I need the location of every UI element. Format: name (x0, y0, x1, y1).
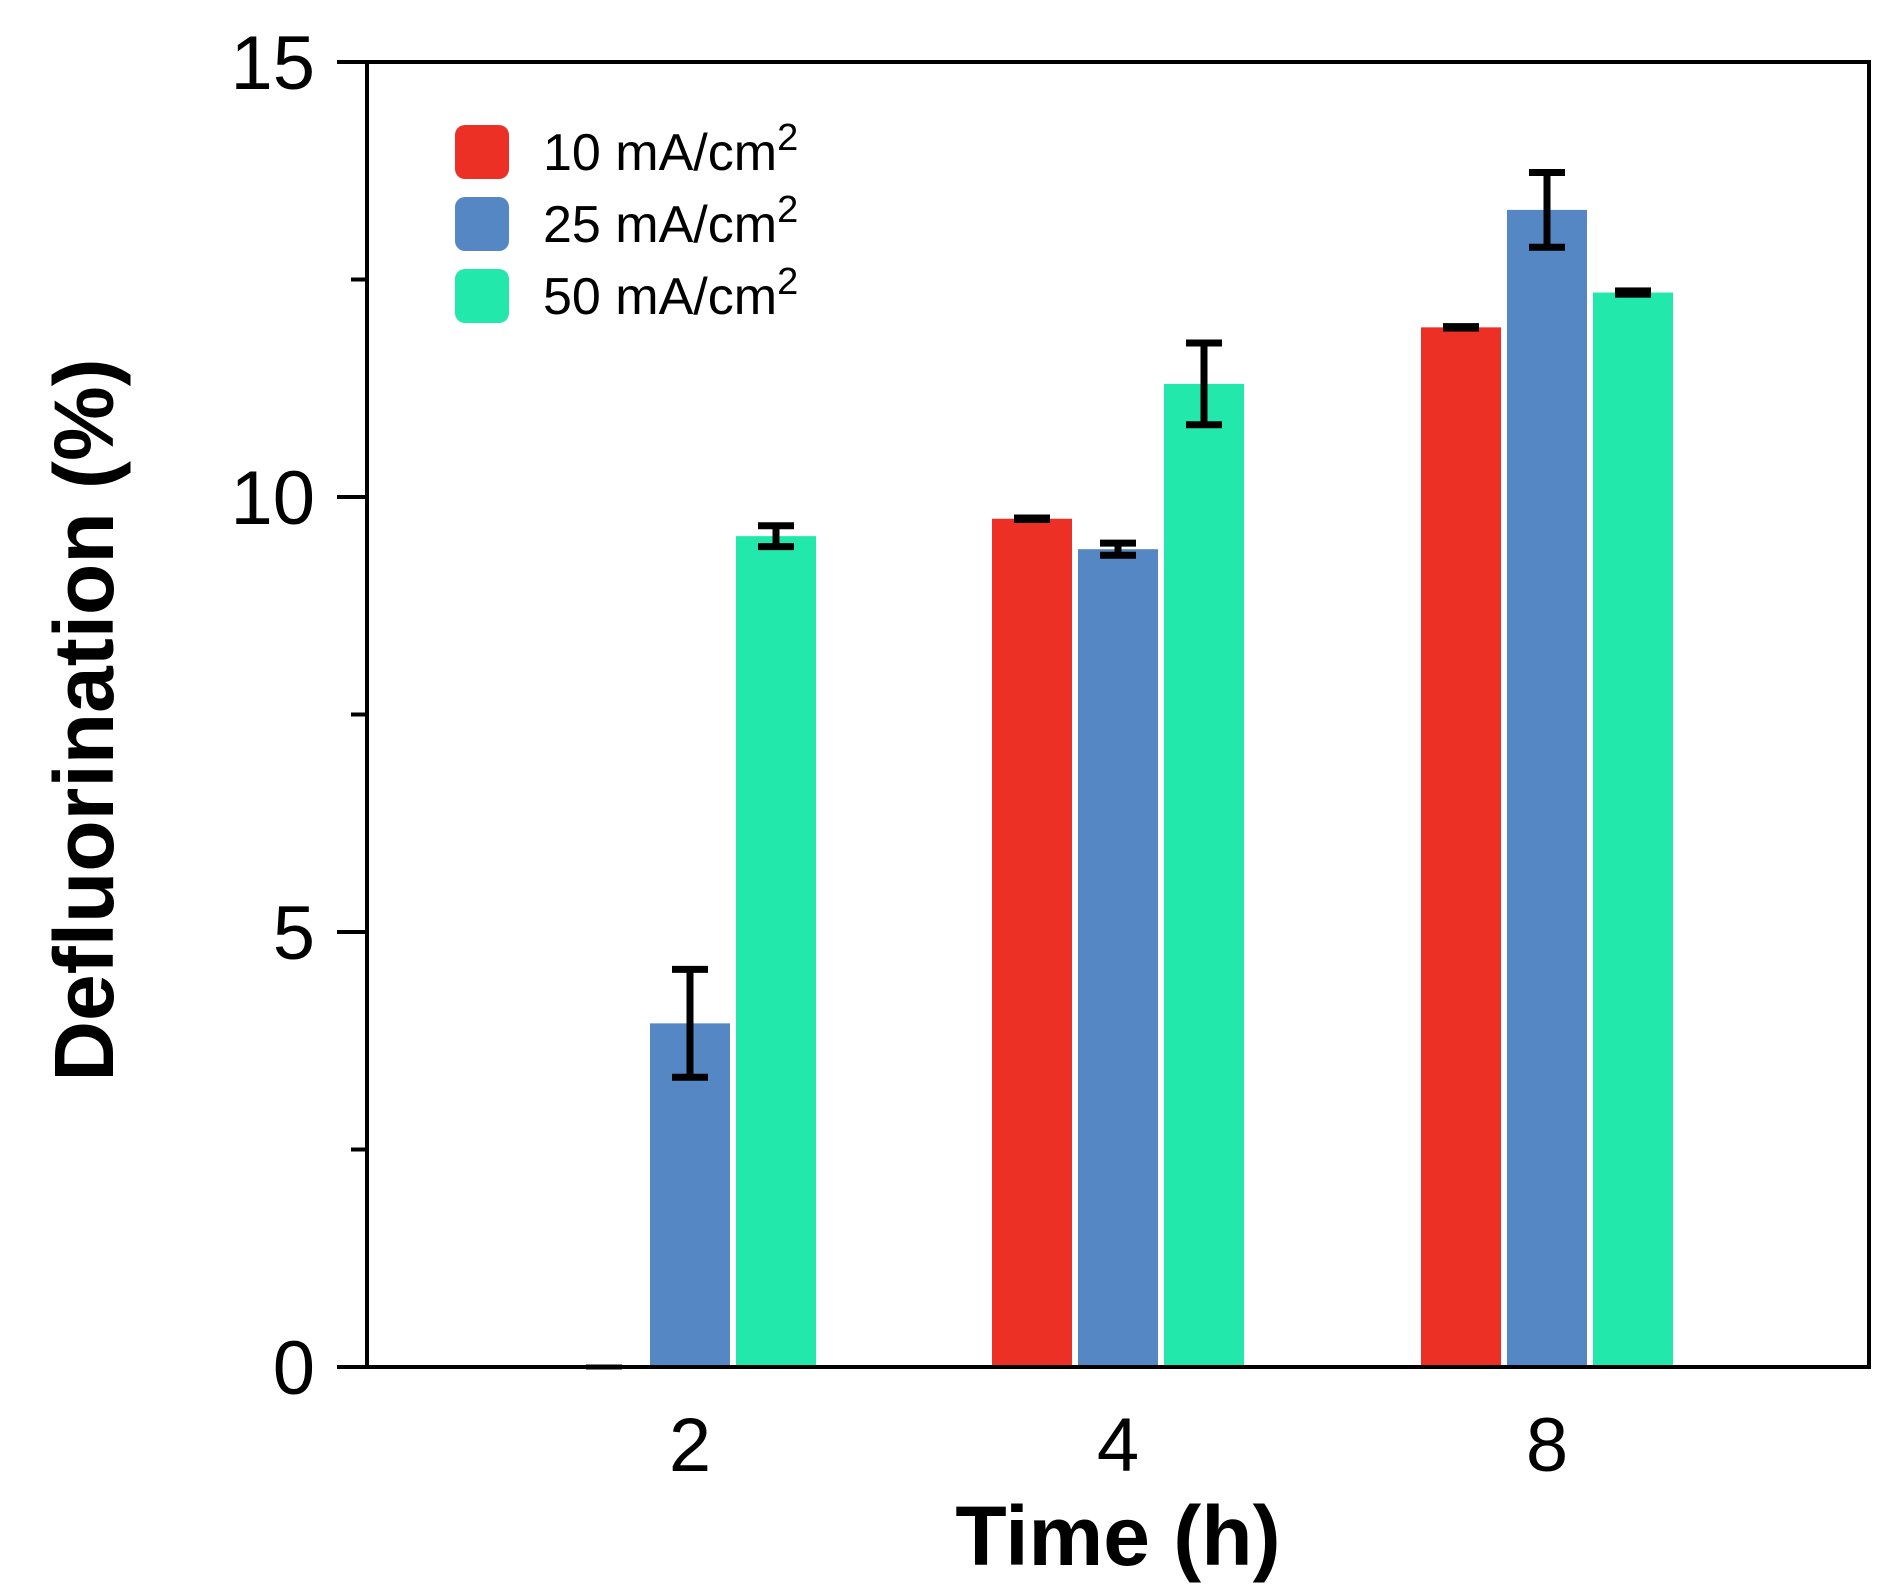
x-tick-label: 2 (669, 1403, 711, 1488)
bar-2h-series-3 (736, 536, 816, 1367)
legend-swatch (455, 125, 509, 179)
bar-8h-series-2 (1507, 209, 1587, 1367)
x-tick-label: 4 (1097, 1403, 1139, 1488)
y-tick-label: 10 (230, 456, 315, 541)
x-tick-label: 8 (1526, 1403, 1568, 1488)
legend-label: 10 mA/cm2 (543, 117, 798, 182)
plot-area (586, 168, 1673, 1370)
error-bar-8h-series-1 (1443, 323, 1479, 332)
y-tick-label: 0 (273, 1326, 315, 1411)
bar-4h-series-1 (992, 518, 1072, 1367)
bar-4h-series-2 (1078, 549, 1158, 1367)
legend-label: 25 mA/cm2 (543, 189, 798, 254)
bar-4h-series-3 (1164, 383, 1244, 1367)
axes: 0 5 10 15 2 4 8 (230, 21, 1871, 1488)
error-bar-4h-series-1 (1014, 514, 1050, 523)
y-axis-title: Defluorination (%) (37, 358, 131, 1081)
bar-8h-series-3 (1593, 292, 1673, 1367)
legend-swatch (455, 269, 509, 323)
legend-swatch (455, 197, 509, 251)
bar-8h-series-1 (1421, 327, 1501, 1368)
y-tick-label: 5 (273, 891, 315, 976)
y-tick-label: 15 (230, 21, 315, 106)
x-axis-title: Time (h) (955, 1489, 1280, 1583)
legend: 10 mA/cm2 25 mA/cm2 50 mA/cm2 (455, 117, 798, 326)
error-bar-8h-series-3 (1615, 287, 1651, 298)
legend-label: 50 mA/cm2 (543, 261, 798, 326)
